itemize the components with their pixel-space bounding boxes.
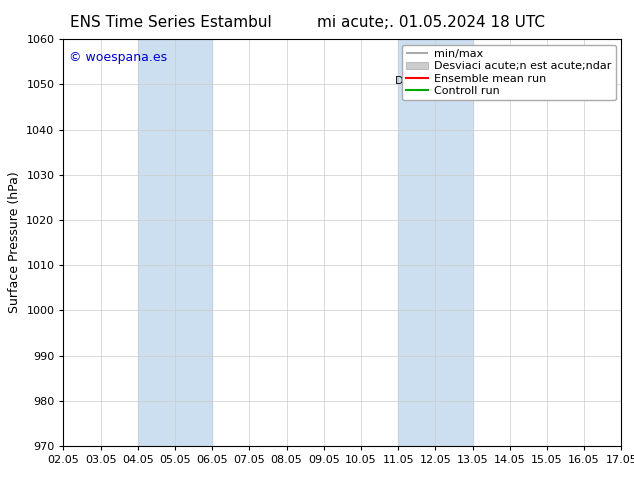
Text: ENS Time Series Estambul: ENS Time Series Estambul xyxy=(70,15,272,30)
Legend: min/max, Desviaci acute;n est acute;ndar, Ensemble mean run, Controll run: min/max, Desviaci acute;n est acute;ndar… xyxy=(402,45,616,100)
Text: mi acute;. 01.05.2024 18 UTC: mi acute;. 01.05.2024 18 UTC xyxy=(317,15,545,30)
Text: © woespana.es: © woespana.es xyxy=(69,51,167,64)
Bar xyxy=(138,39,212,446)
Text: Desviaci: Desviaci xyxy=(396,76,443,86)
Bar xyxy=(398,39,472,446)
Y-axis label: Surface Pressure (hPa): Surface Pressure (hPa) xyxy=(8,172,21,314)
